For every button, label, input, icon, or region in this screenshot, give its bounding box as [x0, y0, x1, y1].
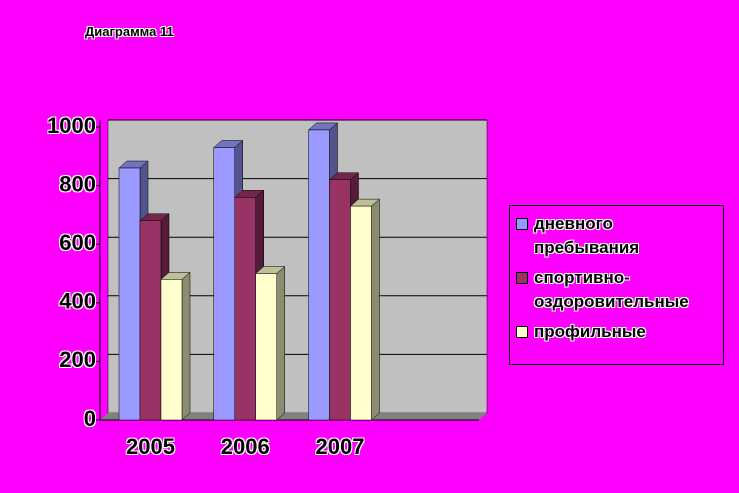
legend: дневного пребывания спортивно-оздоровител… — [509, 205, 724, 365]
bar — [308, 129, 330, 421]
bar-side — [276, 265, 285, 421]
legend-label: профильные — [534, 322, 646, 341]
legend-item: профильные — [516, 320, 719, 344]
y-tick-label: 800 — [59, 171, 96, 196]
bar — [234, 197, 256, 421]
legend-label: дневного пребывания — [534, 214, 640, 257]
legend-swatch — [516, 218, 528, 230]
bar-side — [371, 198, 380, 421]
legend-item: дневного пребывания — [516, 212, 719, 260]
bar — [329, 179, 351, 421]
bar — [160, 279, 183, 421]
y-tick-label: 0 — [84, 406, 96, 431]
bar — [255, 273, 277, 421]
legend-swatch — [516, 326, 528, 338]
y-tick-label: 200 — [59, 347, 96, 372]
y-tick-label: 1000 — [47, 113, 96, 138]
x-tick-label: 2007 — [316, 434, 365, 459]
y-tick-label: 600 — [59, 230, 96, 255]
bar — [213, 147, 235, 421]
plot-floor — [100, 413, 487, 420]
x-tick-label: 2006 — [221, 434, 270, 459]
x-tick-label: 2005 — [126, 434, 175, 459]
y-tick-label: 400 — [59, 289, 96, 314]
bar — [350, 205, 372, 421]
bar — [139, 220, 162, 421]
legend-item: спортивно-оздоровительные — [516, 266, 719, 314]
bar-side — [181, 271, 191, 421]
legend-swatch — [516, 272, 528, 284]
bar — [118, 167, 141, 421]
legend-label: спортивно-оздоровительные — [534, 268, 689, 311]
chart-title: Диаграмма 11 — [85, 24, 174, 39]
